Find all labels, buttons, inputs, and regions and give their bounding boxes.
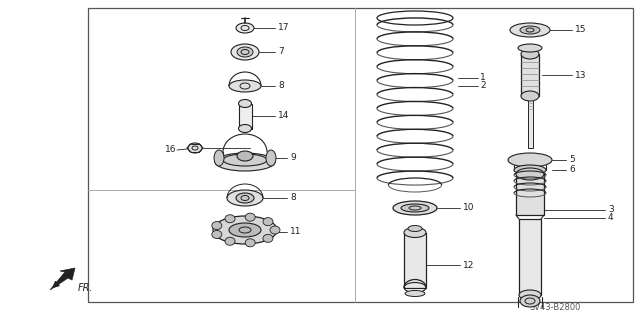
Ellipse shape xyxy=(212,230,222,238)
Ellipse shape xyxy=(212,222,222,230)
Text: 3: 3 xyxy=(608,205,614,214)
Ellipse shape xyxy=(520,26,540,34)
Ellipse shape xyxy=(188,143,202,153)
Ellipse shape xyxy=(401,204,429,212)
Ellipse shape xyxy=(236,193,254,203)
Bar xyxy=(521,54,539,96)
Ellipse shape xyxy=(213,216,277,244)
Bar xyxy=(239,103,252,129)
Text: 4: 4 xyxy=(608,213,614,222)
Ellipse shape xyxy=(404,227,426,238)
Ellipse shape xyxy=(508,153,552,167)
Text: 14: 14 xyxy=(278,112,289,121)
Ellipse shape xyxy=(266,150,276,166)
Ellipse shape xyxy=(214,150,224,166)
Bar xyxy=(527,100,532,148)
Text: 12: 12 xyxy=(463,261,474,270)
Bar xyxy=(404,233,426,287)
Ellipse shape xyxy=(237,47,253,57)
Ellipse shape xyxy=(227,190,263,206)
Ellipse shape xyxy=(263,234,273,242)
Ellipse shape xyxy=(239,124,252,132)
Ellipse shape xyxy=(393,201,437,215)
Ellipse shape xyxy=(245,239,255,247)
Text: 11: 11 xyxy=(290,227,301,236)
Ellipse shape xyxy=(263,218,273,226)
Ellipse shape xyxy=(225,215,235,223)
Text: 13: 13 xyxy=(575,70,586,79)
Text: 5: 5 xyxy=(569,155,575,165)
Ellipse shape xyxy=(510,23,550,37)
Text: 7: 7 xyxy=(278,48,284,56)
Ellipse shape xyxy=(245,213,255,221)
Ellipse shape xyxy=(229,80,261,92)
Text: 1: 1 xyxy=(480,73,486,83)
Text: 6: 6 xyxy=(569,166,575,174)
Ellipse shape xyxy=(516,168,544,180)
Bar xyxy=(519,219,541,295)
Ellipse shape xyxy=(239,100,252,108)
Ellipse shape xyxy=(408,226,422,232)
Polygon shape xyxy=(50,268,75,290)
Bar xyxy=(88,8,633,302)
Ellipse shape xyxy=(229,223,261,237)
Ellipse shape xyxy=(236,23,254,33)
Text: 8: 8 xyxy=(290,194,296,203)
Text: 17: 17 xyxy=(278,24,289,33)
Ellipse shape xyxy=(237,151,253,161)
Ellipse shape xyxy=(223,154,267,166)
Ellipse shape xyxy=(520,295,540,307)
Ellipse shape xyxy=(521,91,539,101)
Ellipse shape xyxy=(225,237,235,245)
Text: 9: 9 xyxy=(290,153,296,162)
Text: 2: 2 xyxy=(480,81,486,91)
Ellipse shape xyxy=(231,44,259,60)
Text: 15: 15 xyxy=(575,26,586,34)
Text: SV43-B2800: SV43-B2800 xyxy=(530,303,581,313)
Text: 10: 10 xyxy=(463,204,474,212)
Ellipse shape xyxy=(519,290,541,300)
Ellipse shape xyxy=(521,49,539,59)
Ellipse shape xyxy=(215,153,275,171)
Ellipse shape xyxy=(405,291,425,296)
Ellipse shape xyxy=(270,226,280,234)
Ellipse shape xyxy=(518,44,542,52)
Ellipse shape xyxy=(514,165,546,175)
Bar xyxy=(516,174,544,215)
Text: 8: 8 xyxy=(278,81,284,91)
Text: 16: 16 xyxy=(165,145,177,154)
Text: FR.: FR. xyxy=(78,283,93,293)
